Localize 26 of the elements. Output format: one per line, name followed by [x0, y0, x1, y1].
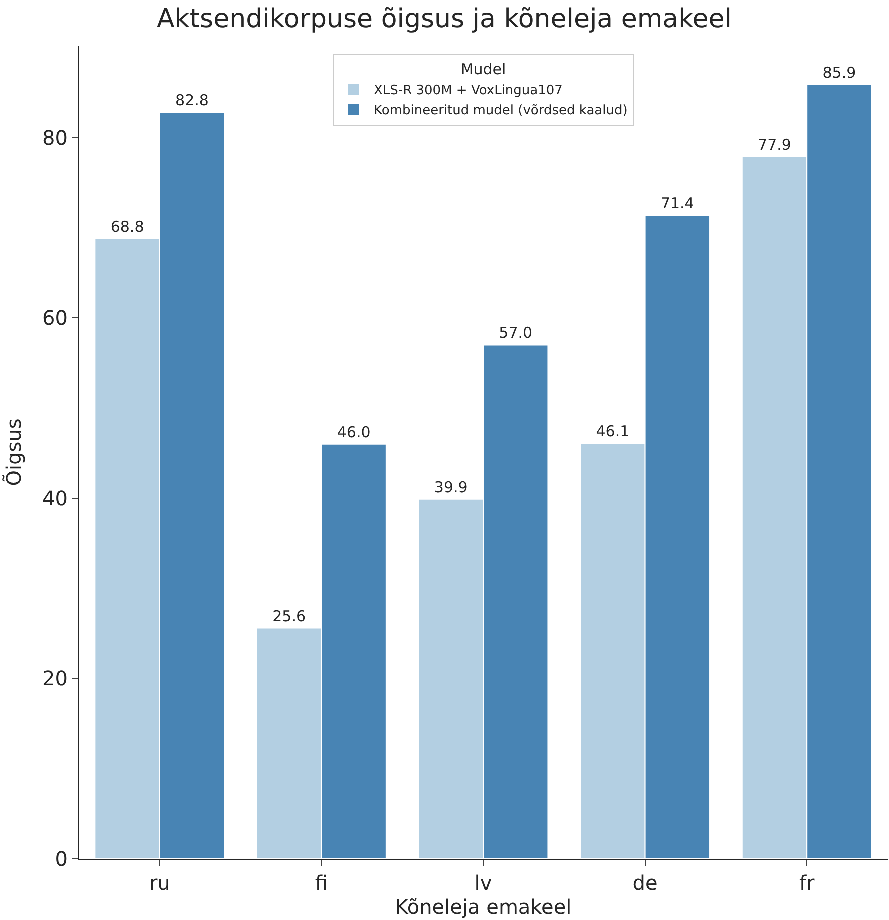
y-tick-label: 0: [55, 847, 68, 871]
data-label: 57.0: [499, 324, 533, 342]
y-tick-label: 40: [42, 486, 68, 510]
x-tick-label: fi: [315, 871, 328, 895]
y-tick-label: 80: [42, 126, 68, 150]
chart-title: Aktsendikorpuse õigsus ja kõneleja emakeel: [157, 4, 732, 34]
data-label: 68.8: [110, 218, 144, 236]
data-label: 77.9: [758, 136, 792, 154]
legend-title: Mudel: [460, 60, 506, 79]
x-tick-label: fr: [799, 871, 816, 895]
data-label: 25.6: [272, 607, 306, 626]
data-label: 39.9: [434, 478, 468, 496]
data-label: 71.4: [660, 194, 694, 212]
legend-label: Kombineeritud mudel (võrdsed kaalud): [374, 104, 628, 119]
x-axis-title: Kõneleja emakeel: [395, 895, 572, 919]
data-label: 46.1: [596, 422, 630, 440]
data-label: 46.0: [337, 423, 371, 442]
data-label: 85.9: [822, 64, 856, 82]
x-tick-label: ru: [149, 871, 170, 895]
y-axis-title: Õigsus: [2, 418, 26, 486]
y-tick-label: 60: [42, 306, 68, 330]
legend-label: XLS-R 300M + VoxLingua107: [374, 84, 563, 99]
x-tick-label: lv: [474, 871, 492, 895]
x-tick-label: de: [632, 871, 658, 895]
data-label: 82.8: [176, 92, 209, 110]
y-tick-label: 20: [42, 666, 68, 691]
